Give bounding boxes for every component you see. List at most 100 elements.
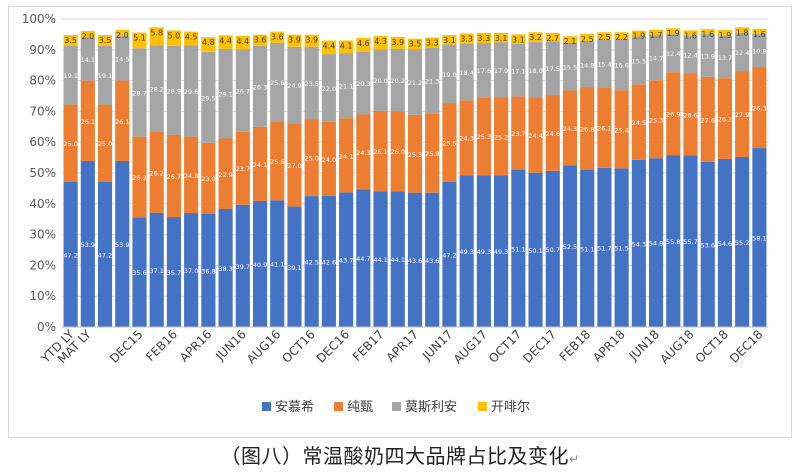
data-label: 12.4 [683, 51, 697, 59]
bar-segment [545, 32, 560, 42]
stacked-bar-chart: 0% 10% 20% 30% 40% 50% 60% 70% 80% 90% 100% 47.2 25.… [22, 12, 768, 415]
bar-segment [528, 172, 543, 327]
bar-segment [511, 169, 526, 327]
data-label: 42.6 [322, 258, 336, 266]
bar-segment [132, 217, 147, 327]
data-label: 26.2 [132, 174, 146, 182]
data-label: 17.1 [511, 67, 525, 75]
bar-segment [235, 49, 250, 132]
bar-segment [80, 37, 95, 81]
data-label: 25.3 [649, 116, 663, 124]
data-label: 23.5 [304, 80, 318, 88]
bar-segment [494, 175, 509, 327]
bar-segment [115, 35, 130, 81]
data-label: 4.4 [236, 37, 249, 46]
data-label: 20.2 [391, 77, 405, 85]
bar-segment [356, 51, 371, 115]
data-label: 3.9 [288, 36, 301, 45]
bar-segment [476, 97, 491, 176]
bar-segment [683, 35, 698, 74]
bar-segment [683, 155, 698, 327]
data-label: 24.6 [546, 130, 560, 138]
bar-segment [80, 80, 95, 161]
bar-segment [235, 35, 250, 50]
bar-segment [390, 191, 405, 327]
data-label: 21.3 [425, 77, 439, 85]
data-label: 1.7 [650, 31, 663, 40]
bar-segment [649, 35, 664, 81]
data-label: 19.1 [63, 72, 77, 80]
bar-segment [425, 47, 440, 114]
data-label: 39.1 [287, 264, 301, 272]
x-tick-label: FEB16 [143, 327, 180, 364]
data-label: 2.2 [615, 33, 628, 42]
bar-segment [425, 192, 440, 327]
data-label: 51.7 [597, 244, 611, 252]
bar-segment [63, 104, 78, 182]
bar-segment [597, 87, 612, 168]
x-tick-label: JUN18 [626, 327, 662, 363]
data-label: 12.4 [735, 49, 749, 57]
bar-segment [735, 27, 750, 33]
data-label: 24.5 [632, 119, 646, 127]
legend-swatch [262, 402, 271, 411]
bar-segment [700, 34, 715, 77]
x-tick-label: FEB18 [557, 327, 594, 364]
bar-segment [235, 131, 250, 205]
data-label: 37.0 [184, 267, 198, 275]
bar-segment [218, 138, 233, 210]
data-label: 1.9 [632, 32, 645, 41]
bar-segment [184, 45, 199, 137]
data-label: 4.3 [374, 37, 387, 46]
data-label: 4.8 [202, 38, 215, 47]
legend-label: 纯甄 [347, 400, 373, 415]
figure-caption: （图八）常温酸奶四大品牌占比及变化↵ [0, 440, 800, 469]
bar-segment [115, 80, 130, 161]
data-label: 26.3 [253, 83, 267, 91]
bar-segment [494, 97, 509, 176]
data-label: 49.3 [459, 248, 473, 256]
data-label: 4.1 [340, 42, 353, 51]
data-label: 12.4 [666, 50, 680, 58]
bar-segment [614, 168, 629, 327]
bar-segment [304, 196, 319, 327]
data-label: 3.5 [64, 36, 77, 45]
bar-segment [562, 42, 578, 91]
bar-segment [252, 126, 268, 202]
data-label: 43.7 [339, 257, 353, 265]
data-label: 35.7 [167, 269, 181, 277]
data-label: 29.5 [201, 94, 215, 102]
bar-segment [545, 170, 560, 327]
bar-segment [597, 32, 612, 40]
bar-segment [97, 181, 113, 327]
data-label: 47.2 [442, 251, 456, 259]
bar-segment [218, 48, 233, 139]
x-tick-label: APR16 [177, 327, 215, 365]
data-label: 25.3 [477, 133, 491, 141]
bar-segment [201, 51, 216, 143]
bar-segment [511, 96, 526, 170]
bar-segment [631, 159, 646, 327]
bar-segment [597, 39, 612, 88]
data-label: 4.4 [219, 36, 232, 45]
data-label: 24.4 [528, 132, 542, 140]
data-label: 2.5 [598, 33, 611, 42]
bar-segment [459, 100, 474, 176]
bar-segment [476, 32, 491, 44]
data-label: 5.1 [133, 34, 146, 43]
bar-segment [735, 32, 750, 72]
bar-segment [321, 54, 336, 122]
data-label: 54.6 [718, 240, 732, 248]
bar-segment [476, 175, 491, 327]
y-tick-label: 20% [29, 258, 56, 272]
bar-segment [649, 158, 664, 327]
legend-label: 安慕希 [275, 400, 314, 415]
bar-segment [407, 192, 423, 327]
data-label: 25.8 [425, 150, 439, 158]
data-label: 24.1 [339, 152, 353, 160]
data-label: 47.2 [98, 251, 112, 259]
data-label: 38.3 [218, 265, 232, 273]
data-label: 3.1 [512, 35, 525, 44]
data-label: 2.0 [81, 32, 94, 41]
bar-segment [201, 213, 216, 327]
